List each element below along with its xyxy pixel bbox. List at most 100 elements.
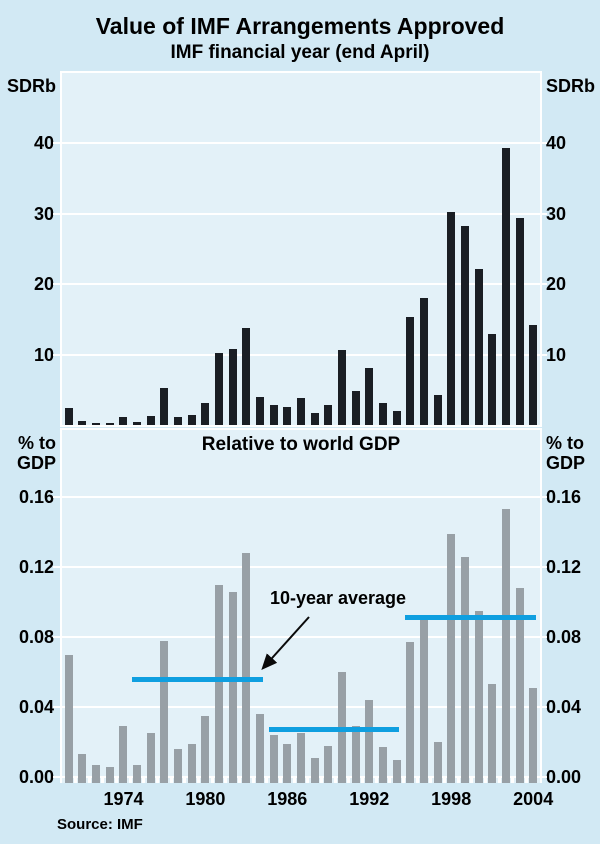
x-axis-tick [429,777,432,783]
y-axis-unit-top-right: SDRb [546,76,598,96]
y-axis-unit-top-left: SDRb [4,76,56,96]
bar-1977 [160,641,168,784]
y-tick-mark [540,354,547,356]
y-tick-mark [540,636,547,638]
average-annotation-label: 10-year average [250,588,426,609]
y-tick-label: 0.08 [2,626,54,648]
y-tick-mark [53,636,60,638]
bar-1999 [461,226,469,425]
gridline [62,142,540,144]
top-chart-plot-area [62,73,540,425]
bar-1976 [147,733,155,783]
bar-1973 [106,423,114,425]
bar-1978 [174,417,182,425]
y-tick-label: 0.00 [2,766,54,788]
x-axis-tick [88,777,91,783]
bar-1971 [78,421,86,425]
bar-1983 [242,328,250,425]
bottom-chart-title: Relative to world GDP [60,434,542,456]
y-tick-label: 10 [546,344,598,366]
x-axis-tick [170,777,173,783]
x-tick-label: 1974 [92,789,156,810]
x-axis-tick [525,777,528,783]
bar-1977 [160,388,168,425]
x-axis-tick [334,777,337,783]
bar-2003 [516,218,524,425]
bar-1993 [379,747,387,783]
x-axis-tick [511,777,514,783]
x-axis-tick [238,777,241,783]
bar-1976 [147,416,155,425]
y-tick-label: 0.00 [546,766,598,788]
bar-1971 [78,754,86,783]
bar-2000 [475,269,483,425]
y-axis-unit-bottom-right: % to GDP [546,433,598,473]
y-tick-mark [540,776,547,778]
bar-1974 [119,417,127,425]
x-axis-tick [457,777,460,783]
gridline [62,496,540,498]
x-axis-tick [320,777,323,783]
x-axis-tick [115,777,118,783]
bar-1990 [338,350,346,425]
bar-1982 [229,349,237,425]
y-tick-label: 0.04 [2,696,54,718]
x-axis-tick [156,777,159,783]
bar-1998 [447,212,455,425]
bar-1987 [297,398,305,425]
gridline [62,213,540,215]
y-tick-mark [53,706,60,708]
bar-1996 [420,298,428,425]
x-axis-tick [388,777,391,783]
bar-1988 [311,413,319,425]
y-tick-mark [540,496,547,498]
bar-1981 [215,353,223,425]
x-axis-tick [484,777,487,783]
x-axis-tick [375,777,378,783]
bar-1991 [352,726,360,783]
bar-1987 [297,733,305,783]
top-chart-panel [60,71,542,427]
x-axis-tick [416,777,419,783]
x-axis-tick [402,777,405,783]
x-axis-tick [470,777,473,783]
y-tick-mark [53,496,60,498]
y-tick-mark [540,283,547,285]
bar-1992 [365,368,373,425]
x-axis-tick [101,777,104,783]
x-axis-tick [279,777,282,783]
x-axis-tick [74,777,77,783]
bar-2002 [502,148,510,425]
bar-1970 [65,655,73,784]
x-axis-tick [211,777,214,783]
average-line [132,677,263,682]
x-axis-tick [142,777,145,783]
bar-1975 [133,422,141,425]
bar-2000 [475,611,483,783]
y-tick-label: 0.16 [2,486,54,508]
y-tick-mark [53,566,60,568]
bar-1985 [270,405,278,425]
bar-1974 [119,726,127,783]
y-tick-mark [540,213,547,215]
bottom-chart-plot-area: 10-year average [62,430,540,783]
y-tick-mark [53,354,60,356]
y-tick-mark [540,566,547,568]
y-tick-label: 40 [2,132,54,154]
x-tick-label: 1992 [337,789,401,810]
average-line [269,727,400,732]
x-axis-tick [252,777,255,783]
bar-1989 [324,746,332,784]
bar-1978 [174,749,182,783]
x-axis-tick [265,777,268,783]
bar-1996 [420,620,428,784]
x-axis-tick [224,777,227,783]
bar-2004 [529,688,537,783]
x-axis-tick [443,777,446,783]
x-tick-label: 1980 [173,789,237,810]
bar-1972 [92,423,100,425]
bar-1982 [229,592,237,784]
bar-1986 [283,744,291,783]
bar-1995 [406,642,414,783]
y-tick-label: 0.04 [546,696,598,718]
